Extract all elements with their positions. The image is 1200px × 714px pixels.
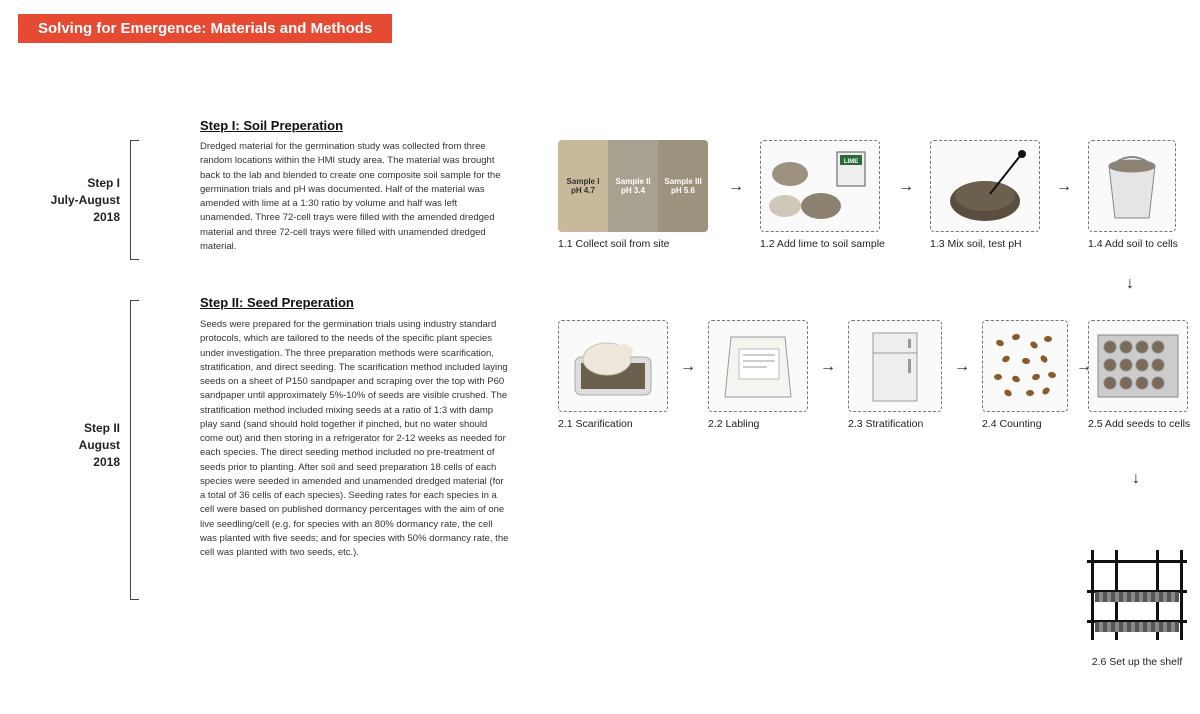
- fig-2-2-caption: 2.2 Labling: [708, 418, 808, 430]
- step2-body: Seeds were prepared for the germination …: [200, 318, 510, 560]
- fig-1-3-caption: 1.3 Mix soil, test pH: [930, 238, 1040, 250]
- step2-label-l2: August: [50, 437, 120, 454]
- arrow-down-icon: ↓: [1126, 275, 1134, 293]
- soil1-ph: pH 4.7: [571, 186, 595, 195]
- step1-bracket: [130, 140, 131, 260]
- cell-tray-icon: [1092, 325, 1184, 407]
- fig-2-1: 2.1 Scarification: [558, 320, 668, 430]
- soil-sample-1: Sample I pH 4.7: [558, 140, 608, 232]
- lime-piles-icon: LIME: [765, 146, 875, 226]
- fig-2-3: 2.3 Stratification: [848, 320, 942, 430]
- fig-2-5: 2.5 Add seeds to cells: [1088, 320, 1188, 430]
- soil1-label: Sample I: [567, 177, 600, 186]
- fig-2-4-caption: 2.4 Counting: [982, 418, 1068, 430]
- fig-1-1-caption: 1.1 Collect soil from site: [558, 238, 708, 250]
- arrow-down-icon: ↓: [1132, 470, 1140, 488]
- step1-title: Step I: Soil Preperation: [200, 118, 343, 133]
- fig-1-3: 1.3 Mix soil, test pH: [930, 140, 1040, 250]
- arrow-icon: →: [820, 358, 836, 376]
- fig-2-1-caption: 2.1 Scarification: [558, 418, 668, 430]
- step1-label-l3: 2018: [50, 209, 120, 226]
- arrow-icon: →: [680, 358, 696, 376]
- arrow-icon: →: [954, 358, 970, 376]
- arrow-icon: →: [1056, 178, 1072, 196]
- step2-bracket: [130, 300, 131, 600]
- fig-1-2: LIME 1.2 Add lime to soil sample: [760, 140, 880, 250]
- soil3-label: Sample III: [664, 177, 701, 186]
- soil3-ph: pH 5.6: [671, 186, 695, 195]
- step1-label-l2: July-August: [50, 192, 120, 209]
- soil-sample-2: Sample II pH 3.4: [608, 140, 658, 232]
- shelf-icon: [1087, 550, 1187, 640]
- step1-label: Step I July-August 2018: [50, 175, 120, 225]
- fridge-icon: [853, 325, 937, 407]
- step1-body: Dredged material for the germination stu…: [200, 140, 510, 254]
- mix-soil-icon: [935, 146, 1035, 226]
- scarification-icon: [563, 325, 663, 407]
- bucket-icon: [1094, 146, 1170, 226]
- step1-label-l1: Step I: [50, 175, 120, 192]
- soil2-ph: pH 3.4: [621, 186, 645, 195]
- fig-2-3-caption: 2.3 Stratification: [848, 418, 942, 430]
- svg-text:LIME: LIME: [844, 159, 858, 165]
- step2-label: Step II August 2018: [50, 420, 120, 470]
- seeds-icon: [986, 325, 1064, 407]
- step2-title: Step II: Seed Preperation: [200, 295, 354, 310]
- soil-sample-strip: Sample I pH 4.7 Sample II pH 3.4 Sample …: [558, 140, 708, 232]
- page-title: Solving for Emergence: Materials and Met…: [18, 14, 392, 43]
- fig-1-1: Sample I pH 4.7 Sample II pH 3.4 Sample …: [558, 140, 708, 250]
- arrow-icon: →: [728, 178, 744, 196]
- fig-2-6: 2.6 Set up the shelf: [1082, 540, 1192, 668]
- soil2-label: Sample II: [615, 177, 650, 186]
- fig-2-2: 2.2 Labling: [708, 320, 808, 430]
- arrow-icon: →: [898, 178, 914, 196]
- step2-label-l1: Step II: [50, 420, 120, 437]
- label-bag-icon: [713, 325, 803, 407]
- soil-sample-3: Sample III pH 5.6: [658, 140, 708, 232]
- fig-2-5-caption: 2.5 Add seeds to cells: [1088, 418, 1188, 430]
- fig-1-4: 1.4 Add soil to cells: [1088, 140, 1176, 250]
- fig-1-4-caption: 1.4 Add soil to cells: [1088, 238, 1176, 250]
- step2-label-l3: 2018: [50, 454, 120, 471]
- fig-2-6-caption: 2.6 Set up the shelf: [1082, 656, 1192, 668]
- fig-1-2-caption: 1.2 Add lime to soil sample: [760, 238, 880, 250]
- fig-2-4: 2.4 Counting: [982, 320, 1068, 430]
